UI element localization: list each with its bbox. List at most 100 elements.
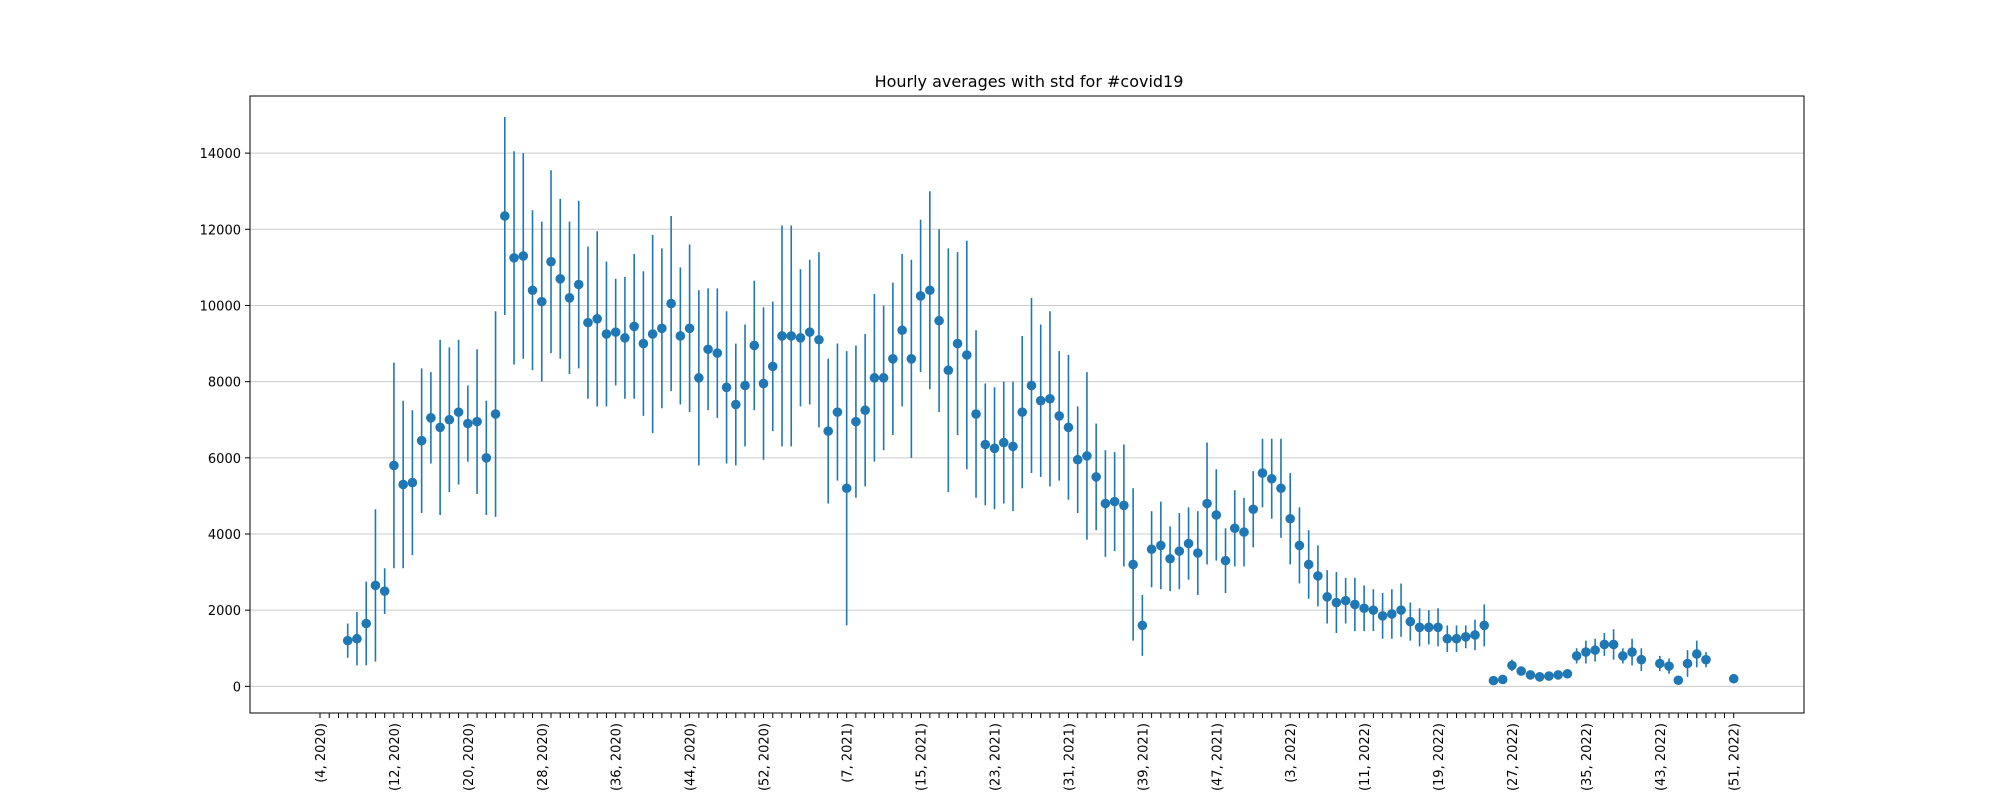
data-point (1239, 527, 1249, 537)
data-point (1618, 651, 1628, 661)
x-tick-label: (52, 2020) (758, 723, 773, 791)
data-point (758, 378, 769, 389)
data-point (971, 409, 981, 419)
data-point (1673, 675, 1684, 686)
data-point (814, 334, 824, 345)
data-point (832, 407, 843, 417)
data-point (1063, 422, 1074, 433)
data-point (1451, 633, 1462, 644)
data-point (407, 477, 418, 488)
data-point (952, 338, 963, 349)
y-tick-label: 12000 (200, 223, 241, 238)
data-point (500, 211, 510, 221)
data-point (583, 317, 593, 328)
data-point (795, 333, 806, 343)
x-tick-label: (31, 2021) (1062, 723, 1077, 791)
data-point (1571, 651, 1582, 661)
data-point (703, 344, 713, 355)
data-point (1396, 605, 1406, 615)
data-point (1340, 595, 1351, 606)
data-point (1119, 500, 1129, 511)
data-point (1544, 671, 1554, 681)
data-point (472, 416, 482, 427)
data-point (490, 409, 501, 419)
x-tick-label: (12, 2020) (388, 723, 403, 791)
data-point (804, 327, 815, 337)
data-point (342, 635, 353, 646)
chart-title: Hourly averages with std for #covid19 (875, 72, 1184, 91)
data-point (721, 382, 732, 393)
data-point (370, 580, 381, 591)
data-point (1257, 468, 1268, 478)
x-tick-label: (44, 2020) (684, 723, 699, 791)
data-point (1248, 504, 1259, 515)
data-point (398, 479, 408, 490)
y-tick-label: 8000 (208, 376, 241, 391)
data-point (1220, 555, 1231, 566)
data-point (1285, 513, 1295, 524)
data-point (1229, 523, 1240, 534)
data-point (416, 435, 427, 446)
data-point (555, 274, 566, 284)
data-point (1424, 622, 1434, 633)
data-point (1072, 454, 1083, 465)
data-point (897, 325, 907, 336)
y-tick-label: 10000 (200, 299, 241, 314)
x-tick-label: (43, 2022) (1654, 723, 1669, 791)
data-points (342, 211, 1739, 686)
x-tick-label: (15, 2021) (915, 723, 930, 791)
data-point (1322, 592, 1332, 602)
data-point (1174, 546, 1185, 556)
data-point (1137, 620, 1148, 631)
x-axis: (4, 2020) (12, 2020) (20, 2020) (28, 2020) (… (314, 713, 1743, 791)
data-point (1202, 498, 1212, 509)
data-point (1682, 658, 1693, 669)
data-point (509, 253, 519, 263)
data-point (527, 285, 538, 296)
data-point (823, 426, 833, 436)
data-point (1276, 483, 1286, 494)
y-tick-label: 0 (233, 680, 241, 695)
data-point (1701, 654, 1711, 665)
data-point (1553, 670, 1563, 680)
data-point (1303, 559, 1314, 570)
data-point (1054, 411, 1064, 421)
data-point (749, 340, 760, 351)
data-point (1516, 666, 1526, 676)
data-point (731, 399, 741, 410)
data-point (1165, 553, 1175, 564)
data-point (1128, 559, 1138, 570)
grid-lines (250, 152, 1804, 687)
data-point (1313, 571, 1323, 581)
data-point (1664, 661, 1674, 671)
data-point (878, 373, 889, 383)
x-tick-label: (39, 2021) (1136, 723, 1151, 791)
x-tick-label: (4, 2020) (314, 723, 329, 783)
y-axis: 0 2000 4000 6000 8000 10000 12000 14000 (200, 147, 250, 695)
data-point (426, 413, 436, 423)
data-point (536, 296, 547, 307)
x-tick-label: (7, 2021) (841, 723, 856, 783)
data-point (1599, 639, 1610, 650)
data-point (1359, 603, 1369, 614)
y-tick-label: 6000 (208, 452, 241, 467)
data-point (389, 460, 399, 471)
data-point (1091, 472, 1101, 482)
data-point (1581, 647, 1591, 657)
data-point (453, 407, 464, 417)
data-point (1590, 645, 1600, 655)
data-point (1442, 633, 1453, 644)
data-point (1100, 498, 1111, 509)
data-point (1146, 544, 1157, 555)
data-point (352, 633, 362, 644)
data-point (435, 422, 445, 433)
y-tick-label: 2000 (208, 604, 241, 619)
data-point (620, 333, 630, 343)
data-point (1488, 675, 1499, 686)
data-point (1082, 451, 1092, 461)
data-point (1266, 473, 1277, 484)
data-point (934, 315, 944, 326)
data-point (629, 321, 639, 332)
data-point (841, 483, 852, 494)
